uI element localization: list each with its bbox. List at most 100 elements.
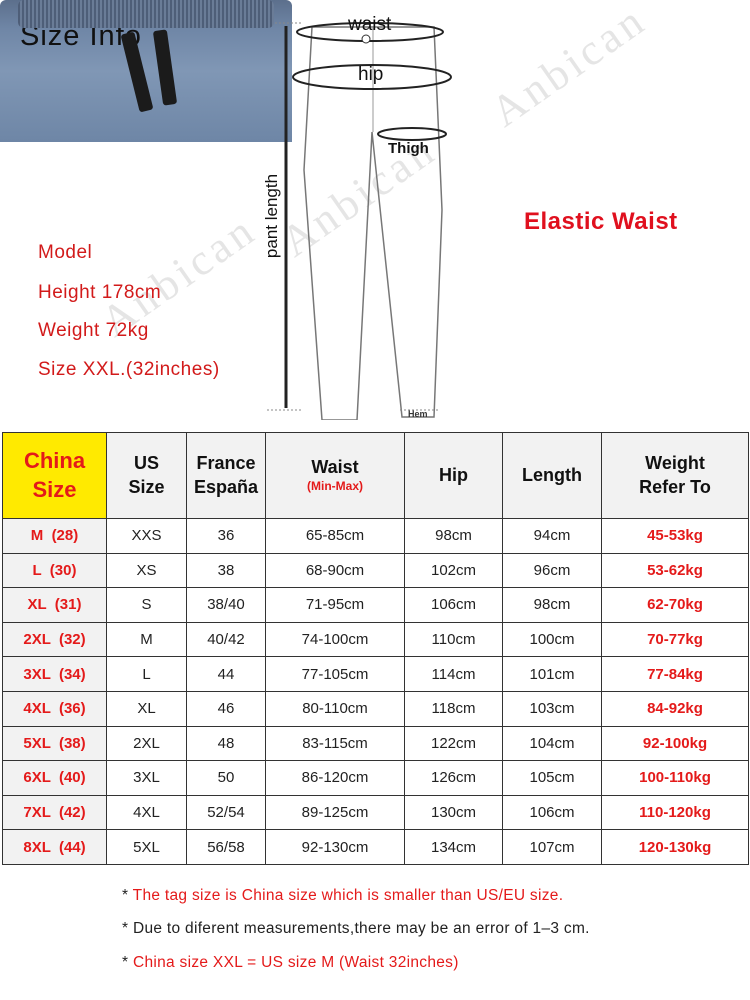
- cell-france-size: 52/54: [186, 794, 266, 831]
- cell-us-size: 2XL: [106, 725, 187, 762]
- cell-length: 94cm: [502, 518, 602, 554]
- cell-china-size: M (28): [2, 518, 107, 554]
- cell-weight: 53-62kg: [601, 552, 749, 589]
- cell-length: 101cm: [502, 656, 602, 692]
- cell-us-size: XS: [106, 552, 187, 589]
- cell-waist: 92-130cm: [265, 829, 405, 865]
- cell-length: 107cm: [502, 829, 602, 865]
- cell-hip: 98cm: [404, 518, 503, 554]
- cell-china-size: 4XL (36): [2, 690, 107, 727]
- cell-weight: 84-92kg: [601, 690, 749, 727]
- table-row: 6XL (40) 3XL 50 86-120cm 126cm 105cm 100-110kg: [2, 760, 749, 796]
- model-label: Model: [38, 242, 93, 263]
- hip-label: hip: [358, 64, 384, 85]
- cell-china-size: L (30): [2, 552, 107, 589]
- table-row: 2XL (32) M 40/42 74-100cm 110cm 100cm 70-77kg: [2, 621, 749, 658]
- cell-waist: 74-100cm: [265, 621, 405, 658]
- header-china-size: China Size: [2, 432, 107, 519]
- table-row: M (28) XXS 36 65-85cm 98cm 94cm 45-53kg: [2, 518, 749, 554]
- header-length: Length: [502, 432, 602, 519]
- cell-waist: 71-95cm: [265, 587, 405, 623]
- cell-hip: 118cm: [404, 690, 503, 727]
- cell-china-size: 8XL (44): [2, 829, 107, 865]
- cell-waist: 77-105cm: [265, 656, 405, 692]
- cell-china-size: 7XL (42): [2, 794, 107, 831]
- cell-weight: 110-120kg: [601, 794, 749, 831]
- note-3: * China size XXL = US size M (Waist 32in…: [122, 954, 459, 971]
- cell-length: 96cm: [502, 552, 602, 589]
- header-france-espana: France España: [186, 432, 266, 519]
- cell-us-size: 4XL: [106, 794, 187, 831]
- cell-length: 98cm: [502, 587, 602, 623]
- cell-france-size: 38: [186, 552, 266, 589]
- table-row: 7XL (42) 4XL 52/54 89-125cm 130cm 106cm 110-12…: [2, 794, 749, 831]
- model-weight: Weight 72kg: [38, 320, 149, 341]
- cell-us-size: XXS: [106, 518, 187, 554]
- header-us-size: US Size: [106, 432, 187, 519]
- cell-waist: 65-85cm: [265, 518, 405, 554]
- cell-length: 103cm: [502, 690, 602, 727]
- cell-hip: 110cm: [404, 621, 503, 658]
- cell-waist: 83-115cm: [265, 725, 405, 762]
- cell-us-size: 3XL: [106, 760, 187, 796]
- header-waist: Waist (Min-Max): [265, 432, 405, 519]
- cell-france-size: 40/42: [186, 621, 266, 658]
- cell-china-size: XL (31): [2, 587, 107, 623]
- cell-length: 100cm: [502, 621, 602, 658]
- cell-weight: 120-130kg: [601, 829, 749, 865]
- cell-us-size: S: [106, 587, 187, 623]
- cell-china-size: 6XL (40): [2, 760, 107, 796]
- model-height: Height 178cm: [38, 282, 162, 303]
- cell-weight: 70-77kg: [601, 621, 749, 658]
- cell-length: 105cm: [502, 760, 602, 796]
- table-row: L (30) XS 38 68-90cm 102cm 96cm 53-62kg: [2, 552, 749, 589]
- table-row: 8XL (44) 5XL 56/58 92-130cm 134cm 107cm 120-13…: [2, 829, 749, 865]
- hem-label: Hem: [408, 409, 428, 419]
- table-row: XL (31) S 38/40 71-95cm 106cm 98cm 62-70kg: [2, 587, 749, 623]
- table-header-row: China Size US Size France España Waist (Min-…: [2, 432, 749, 519]
- cell-length: 104cm: [502, 725, 602, 762]
- size-table: China Size US Size France España Waist (Min-…: [2, 432, 749, 865]
- cell-france-size: 56/58: [186, 829, 266, 865]
- pants-diagram: [267, 22, 452, 420]
- pant-length-label: pant length: [262, 173, 282, 259]
- table-row: 3XL (34) L 44 77-105cm 114cm 101cm 77-84kg: [2, 656, 749, 692]
- cell-hip: 114cm: [404, 656, 503, 692]
- cell-france-size: 48: [186, 725, 266, 762]
- cell-hip: 126cm: [404, 760, 503, 796]
- cell-us-size: M: [106, 621, 187, 658]
- cell-hip: 122cm: [404, 725, 503, 762]
- note-1: * The tag size is China size which is sm…: [122, 887, 564, 904]
- cell-weight: 77-84kg: [601, 656, 749, 692]
- elastic-waist-photo: [0, 0, 292, 142]
- cell-weight: 92-100kg: [601, 725, 749, 762]
- cell-us-size: 5XL: [106, 829, 187, 865]
- thigh-label: Thigh: [388, 140, 429, 157]
- cell-china-size: 3XL (34): [2, 656, 107, 692]
- cell-france-size: 46: [186, 690, 266, 727]
- header-weight: Weight Refer To: [601, 432, 749, 519]
- cell-us-size: L: [106, 656, 187, 692]
- elastic-waist-label: Elastic Waist: [524, 208, 678, 235]
- cell-waist: 68-90cm: [265, 552, 405, 589]
- cell-france-size: 44: [186, 656, 266, 692]
- cell-weight: 62-70kg: [601, 587, 749, 623]
- cell-hip: 134cm: [404, 829, 503, 865]
- cell-france-size: 50: [186, 760, 266, 796]
- model-size: Size XXL.(32inches): [38, 359, 220, 380]
- cell-france-size: 36: [186, 518, 266, 554]
- table-row: 4XL (36) XL 46 80-110cm 118cm 103cm 84-92kg: [2, 690, 749, 727]
- cell-china-size: 2XL (32): [2, 621, 107, 658]
- cell-hip: 130cm: [404, 794, 503, 831]
- cell-waist: 80-110cm: [265, 690, 405, 727]
- cell-waist: 89-125cm: [265, 794, 405, 831]
- cell-china-size: 5XL (38): [2, 725, 107, 762]
- cell-hip: 106cm: [404, 587, 503, 623]
- cell-waist: 86-120cm: [265, 760, 405, 796]
- cell-us-size: XL: [106, 690, 187, 727]
- cell-weight: 45-53kg: [601, 518, 749, 554]
- note-2: * Due to diferent measurements,there may…: [122, 920, 590, 937]
- waist-label: waist: [348, 14, 392, 35]
- table-row: 5XL (38) 2XL 48 83-115cm 122cm 104cm 92-100kg: [2, 725, 749, 762]
- cell-hip: 102cm: [404, 552, 503, 589]
